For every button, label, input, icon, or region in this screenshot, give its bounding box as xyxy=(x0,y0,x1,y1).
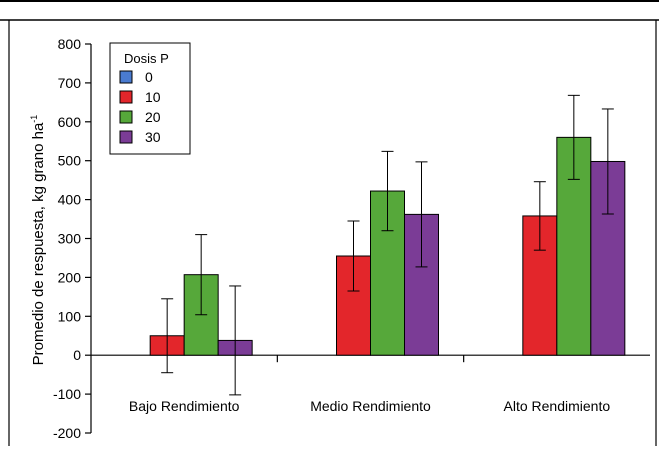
y-tick-label: 100 xyxy=(58,308,82,324)
category-label: Bajo Rendimiento xyxy=(129,398,240,414)
legend-title: Dosis P xyxy=(124,51,169,66)
y-tick-label: -100 xyxy=(53,386,81,402)
y-tick-label: -200 xyxy=(53,425,81,441)
y-axis-label-main: Promedio de respuesta, kg grano ha xyxy=(30,122,47,365)
y-tick-label: 0 xyxy=(73,347,81,363)
y-tick-label: 500 xyxy=(58,153,82,169)
error-bars xyxy=(161,94,614,396)
category-label: Alto Rendimiento xyxy=(504,398,611,414)
y-tick-label: 200 xyxy=(58,269,82,285)
legend-swatch-20 xyxy=(119,110,133,124)
y-tick-label: 600 xyxy=(58,114,82,130)
y-tick-label: 400 xyxy=(58,192,82,208)
y-axis-label-superscript: -1 xyxy=(29,115,39,123)
category-label: Medio Rendimiento xyxy=(310,398,431,414)
legend-swatch-0 xyxy=(119,70,133,84)
legend-swatch-30 xyxy=(119,130,133,144)
y-axis: -200 -100 0 100 200 300 400 500 600 700 800 xyxy=(53,36,92,441)
legend-label-10: 10 xyxy=(145,89,161,105)
legend-label-20: 20 xyxy=(145,109,161,125)
y-tick-label: 300 xyxy=(58,231,82,247)
legend-swatch-10 xyxy=(119,90,133,104)
legend: Dosis P 0 10 20 30 xyxy=(109,42,191,155)
y-tick-label: 700 xyxy=(58,75,82,91)
y-tick-label: 800 xyxy=(58,36,82,52)
legend-label-30: 30 xyxy=(145,129,161,145)
category-labels: Bajo Rendimiento Medio Rendimiento Alto Re… xyxy=(129,398,610,414)
legend-label-0: 0 xyxy=(145,69,153,85)
y-axis-label: Promedio de respuesta, kg grano ha-1 xyxy=(29,115,47,366)
